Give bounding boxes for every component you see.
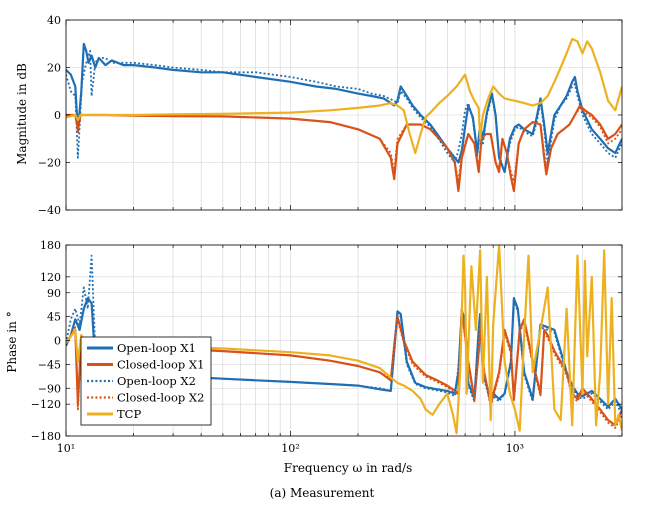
phase-ytick-label: −90: [38, 382, 61, 395]
mag-ytick-label: 0: [54, 109, 61, 122]
legend-box: [80, 336, 212, 426]
phase-ytick-label: 90: [47, 287, 61, 300]
xtick-label: 10²: [281, 442, 299, 455]
legend-label: Open-loop X1: [117, 341, 196, 355]
phase-ytick-label: 45: [47, 311, 61, 324]
legend: Open-loop X1 Closed-loop X1 Open-loop X2 Cl…: [80, 336, 212, 426]
phase-ytick-label: −120: [31, 398, 61, 411]
mag-ytick-label: −20: [38, 157, 61, 170]
figure-caption: (a) Measurement: [270, 486, 375, 500]
phase-ylabel: Phase in °: [5, 311, 19, 372]
legend-label: TCP: [117, 407, 141, 421]
mag-series: [66, 37, 622, 193]
mag-line-open-loop-x1: [66, 42, 622, 174]
frequency-xlabel: Frequency ω in rad/s: [284, 461, 412, 475]
mag-line-closed-loop-x1: [66, 104, 622, 193]
phase-ytick-label: 180: [40, 239, 61, 252]
legend-label: Closed-loop X2: [117, 391, 204, 405]
mag-ytick-label: 40: [47, 14, 61, 27]
mag-line-closed-loop-x2: [66, 107, 622, 183]
phase-line-tcp: [66, 245, 622, 435]
mag-line-tcp: [66, 37, 622, 155]
mag-line-open-loop-x2: [66, 50, 622, 173]
legend-label: Open-loop X2: [117, 374, 196, 388]
magnitude-plot: 40 20 0 −20 −40: [38, 14, 623, 217]
mag-ytick-label: 20: [47, 62, 61, 75]
phase-ytick-label: −45: [38, 358, 61, 371]
phase-ytick-label: 120: [40, 271, 61, 284]
legend-label: Closed-loop X1: [117, 358, 204, 372]
xtick-label: 10¹: [57, 442, 75, 455]
xtick-label: 10³: [506, 442, 524, 455]
phase-ytick-label: −180: [31, 430, 61, 443]
mag-ytick-label: −40: [38, 204, 61, 217]
phase-ytick-label: 0: [54, 335, 61, 348]
magnitude-ylabel: Magnitude in dB: [15, 63, 29, 165]
